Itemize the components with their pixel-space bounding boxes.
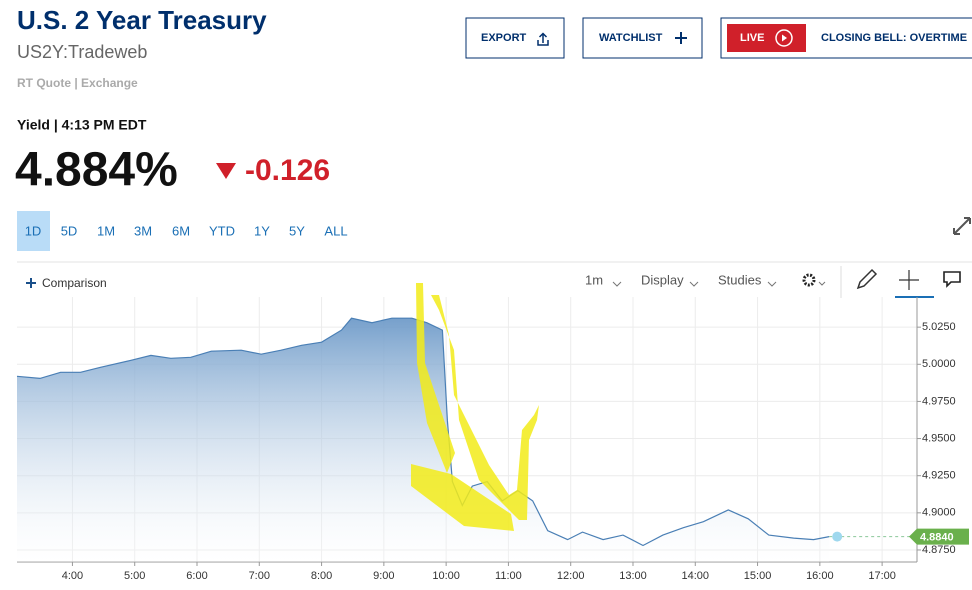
down-arrow [216, 163, 236, 179]
play-icon [775, 29, 793, 47]
interval[interactable]: 1m [585, 272, 603, 287]
range-tab[interactable]: 3M [134, 223, 152, 238]
current-dot [832, 531, 843, 542]
x-tick-label: 10:00 [432, 570, 460, 582]
range-tab[interactable]: 1M [97, 223, 115, 238]
highlight [416, 283, 455, 473]
area [17, 318, 830, 562]
x-tick-label: 7:00 [249, 570, 270, 582]
x-tick-label: 15:00 [744, 570, 772, 582]
x-tick-label: 16:00 [806, 570, 834, 582]
comparison-plus [26, 278, 36, 288]
y-tick-label: 5.0000 [922, 358, 956, 370]
quote-label: Yield | 4:13 PM EDT [17, 117, 147, 133]
expand-icon[interactable] [953, 217, 971, 235]
y-tick-label: 4.9500 [922, 432, 956, 444]
range-tab[interactable]: 1D [25, 223, 42, 238]
active-range [17, 211, 50, 251]
live-badge [727, 24, 806, 52]
x-tick-label: 8:00 [311, 570, 332, 582]
play-triangle [782, 34, 787, 42]
range-tabs: 1D 5D 1M 3M 6M YTD 1Y 5Y ALL [25, 223, 348, 238]
display[interactable]: Display [641, 272, 684, 287]
x-tick-label: 5:00 [124, 570, 145, 582]
x-tick-label: 12:00 [557, 570, 585, 582]
current-tag [909, 528, 969, 545]
plus-icon [675, 32, 687, 44]
y-tick-label: 4.9000 [922, 507, 956, 519]
comment-icon[interactable] [943, 271, 961, 288]
highlight [431, 295, 539, 520]
crosshair-icon[interactable] [899, 270, 919, 290]
current-label: 4.8840 [920, 532, 954, 544]
range-tab[interactable]: 6M [172, 223, 190, 238]
studies[interactable]: Studies [718, 272, 762, 287]
range-tab[interactable]: ALL [324, 223, 347, 238]
x-tick-label: 6:00 [186, 570, 207, 582]
symbol: US2Y:Tradeweb [17, 42, 147, 62]
draw-icon[interactable] [856, 268, 878, 290]
range-tab[interactable]: 5Y [289, 223, 305, 238]
x-tick-label: 13:00 [619, 570, 647, 582]
line [16, 317, 830, 547]
quote-last: 4.884% [15, 144, 178, 197]
range-tab[interactable]: YTD [209, 223, 235, 238]
title: U.S. 2 Year Treasury [17, 5, 267, 35]
settings-icon[interactable] [802, 273, 816, 287]
range-tab[interactable]: 5D [61, 223, 78, 238]
y-tick-label: 4.9750 [922, 395, 956, 407]
watchlist-label[interactable]: WATCHLIST [599, 32, 663, 44]
x-tick-label: 9:00 [373, 570, 394, 582]
x-tick-label: 17:00 [868, 570, 896, 582]
show-label[interactable]: CLOSING BELL: OVERTIME [821, 32, 967, 44]
highlighter-marks [411, 283, 539, 531]
plot: 4.8750 4.9000 4.9250 4.9500 4.9750 5.0000 5.02… [16, 297, 969, 582]
x-tick-label: 4:00 [62, 570, 83, 582]
highlight [411, 464, 514, 531]
export-icon [537, 32, 549, 46]
quote-change: -0.126 [245, 154, 330, 187]
chevrons [612, 281, 826, 287]
y-tick-label: 4.9250 [922, 470, 956, 482]
y-tick-label: 4.8750 [922, 544, 956, 556]
range-tab[interactable]: 1Y [254, 223, 270, 238]
live-label: LIVE [740, 32, 764, 44]
x-tick-label: 14:00 [682, 570, 710, 582]
export-button[interactable] [465, 17, 565, 59]
source: RT Quote | Exchange [17, 76, 138, 90]
x-tick-label: 11:00 [495, 570, 522, 582]
comparison[interactable]: Comparison [42, 276, 107, 290]
export-label[interactable]: EXPORT [481, 32, 527, 44]
y-tick-label: 5.0250 [922, 321, 956, 333]
